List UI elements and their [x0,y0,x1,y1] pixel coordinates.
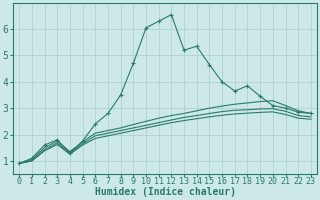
X-axis label: Humidex (Indice chaleur): Humidex (Indice chaleur) [94,187,236,197]
